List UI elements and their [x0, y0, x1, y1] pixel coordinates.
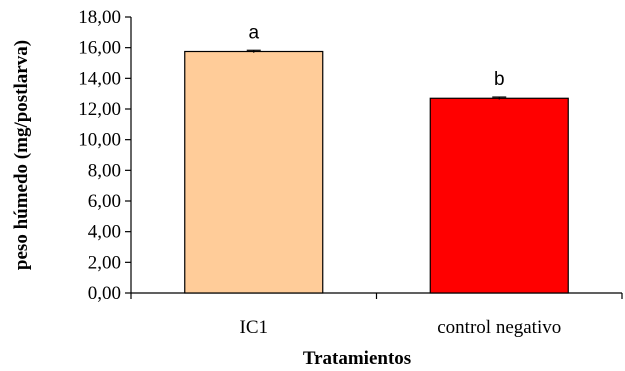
y-tick-label: 12,00 — [78, 99, 121, 120]
y-tick-label: 18,00 — [78, 7, 121, 28]
y-tick-label: 2,00 — [88, 252, 121, 273]
y-tick-label: 6,00 — [88, 191, 121, 212]
y-axis: 0,00 2,00 4,00 6,00 8,00 10,00 12,00 14,00 16,00… — [78, 7, 132, 304]
x-tick-label: IC1 — [240, 317, 269, 338]
significance-label: a — [248, 22, 259, 43]
x-tick-label: control negativo — [437, 317, 561, 338]
y-axis-title: peso húmedo (mg/postlarva) — [11, 40, 32, 270]
y-tick-label: 16,00 — [78, 38, 121, 59]
y-tick-label: 0,00 — [88, 283, 121, 304]
bar — [429, 97, 569, 294]
y-tick-label: 4,00 — [88, 222, 121, 243]
bars: a IC1 b control negativo — [184, 22, 569, 338]
y-tick-label: 8,00 — [88, 160, 121, 181]
x-axis-title: Tratamientos — [303, 348, 411, 369]
significance-label: b — [494, 69, 505, 90]
y-tick-label: 14,00 — [78, 68, 121, 89]
x-axis — [130, 292, 623, 299]
bar — [184, 50, 324, 294]
y-tick-label: 10,00 — [78, 130, 121, 151]
